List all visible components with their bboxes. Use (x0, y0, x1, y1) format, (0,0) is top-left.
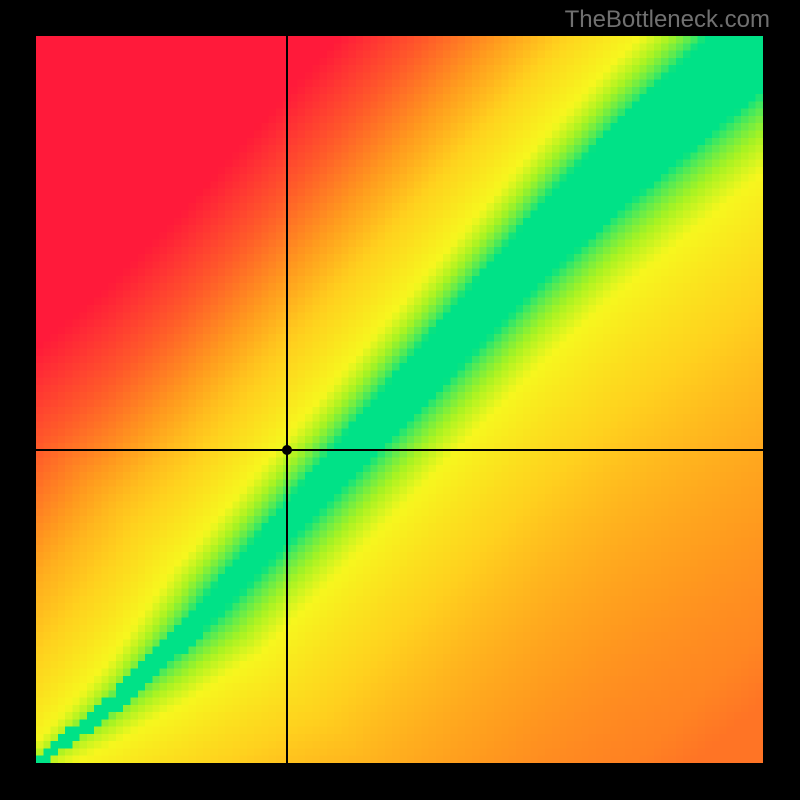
chart-container: { "watermark": { "text": "TheBottleneck.… (0, 0, 800, 800)
crosshair-horizontal (36, 449, 763, 451)
crosshair-vertical (286, 36, 288, 763)
bottleneck-heatmap (36, 36, 763, 763)
watermark-text: TheBottleneck.com (565, 6, 770, 34)
